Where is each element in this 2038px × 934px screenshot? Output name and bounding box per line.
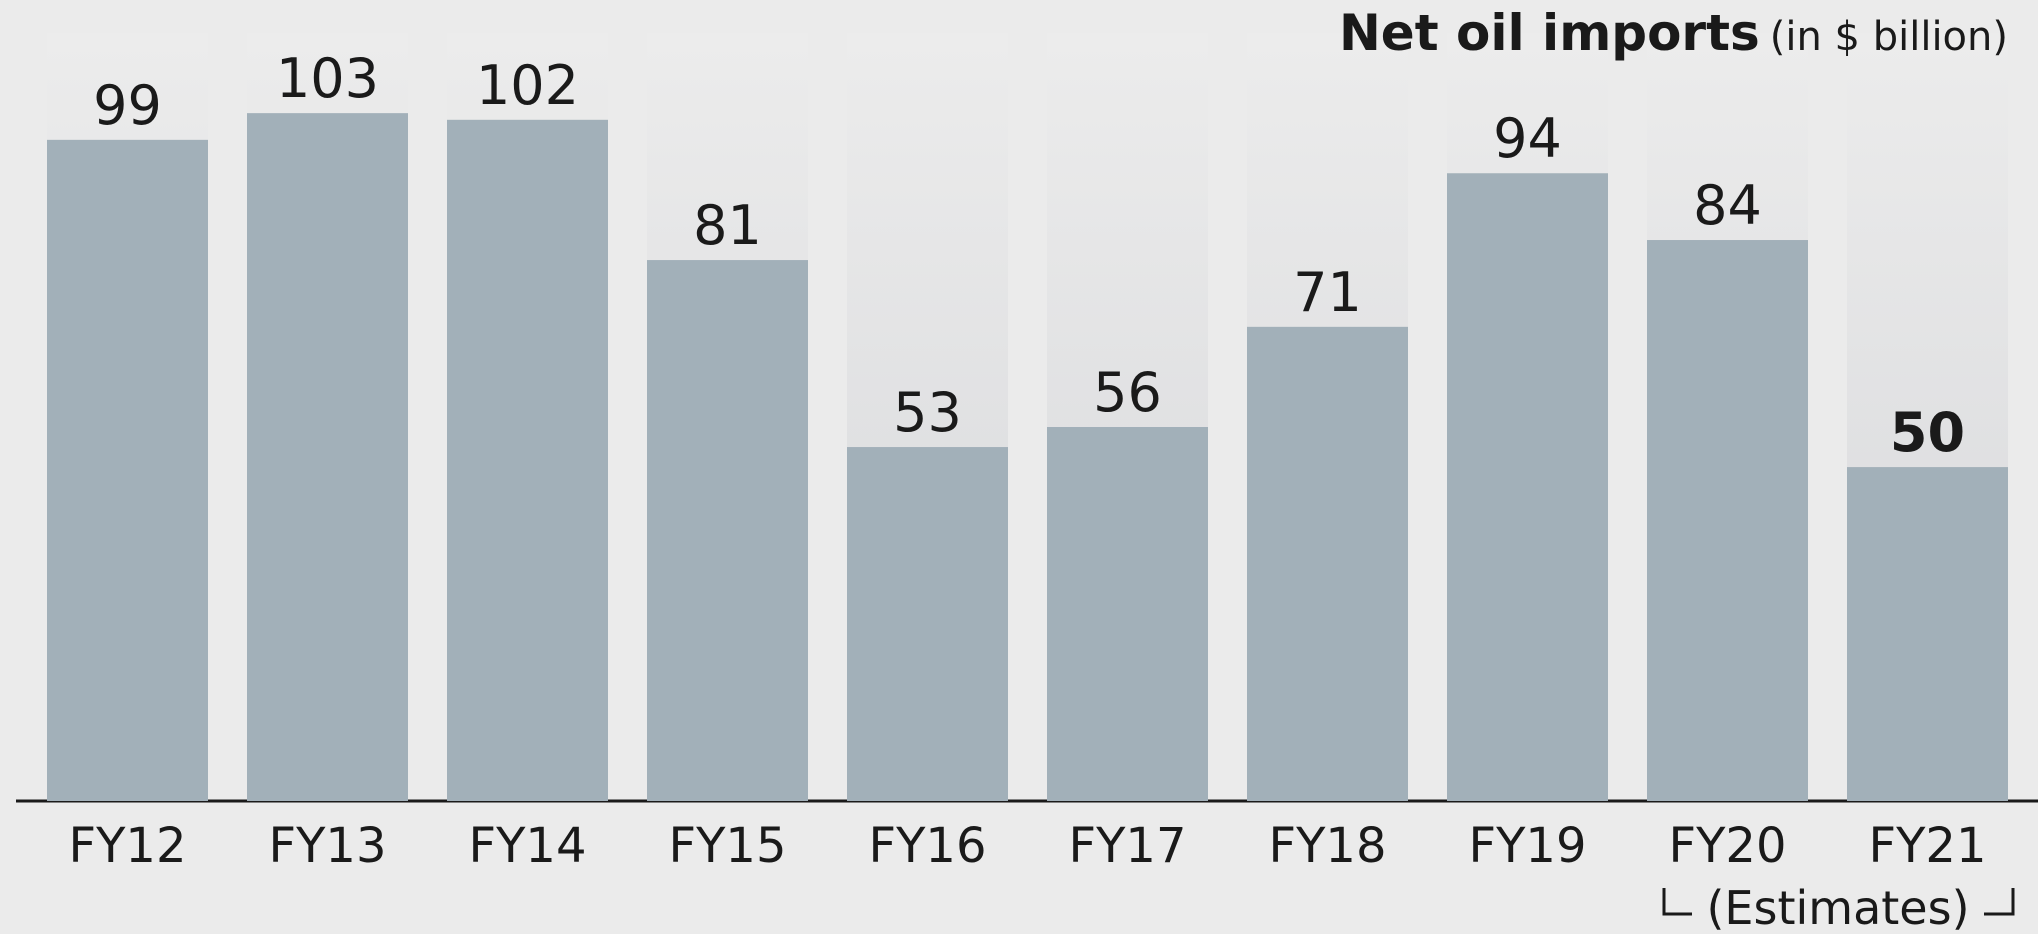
bar xyxy=(47,139,208,801)
bar xyxy=(847,447,1008,801)
x-tick-label: FY16 xyxy=(868,818,986,874)
value-label: 102 xyxy=(476,54,579,117)
value-label: 53 xyxy=(893,381,962,444)
value-label: 99 xyxy=(93,74,162,137)
chart-subtitle: (in $ billion) xyxy=(1770,14,2008,60)
value-label: 84 xyxy=(1693,174,1762,237)
chart-title: Net oil imports xyxy=(1339,4,1760,62)
bar xyxy=(1447,173,1608,802)
estimates-bracket xyxy=(1662,888,2015,916)
annotation: (Estimates) xyxy=(1706,881,1969,934)
value-label: 103 xyxy=(276,47,379,110)
bar xyxy=(1247,326,1408,801)
value-label: 81 xyxy=(693,194,762,257)
x-tick-label: FY19 xyxy=(1468,818,1586,874)
value-label: 71 xyxy=(1293,261,1362,324)
x-tick-label: FY17 xyxy=(1068,818,1186,874)
bar xyxy=(1047,427,1208,801)
value-label: 50 xyxy=(1890,401,1965,464)
bar xyxy=(1647,240,1808,801)
x-tick-label: FY14 xyxy=(468,818,586,874)
x-tick-label: FY12 xyxy=(68,818,186,874)
bar xyxy=(1847,467,2008,801)
x-tick-label: FY18 xyxy=(1268,818,1386,874)
bar xyxy=(247,113,408,801)
value-label: 94 xyxy=(1493,107,1562,170)
x-tick-label: FY15 xyxy=(668,818,786,874)
chart-heading: Net oil imports (in $ billion) xyxy=(1339,4,2008,62)
x-tick-label: FY13 xyxy=(268,818,386,874)
x-tick-label: FY20 xyxy=(1668,818,1786,874)
x-tick-label: FY21 xyxy=(1868,818,1986,874)
bar xyxy=(447,119,608,802)
value-label: 56 xyxy=(1093,361,1162,424)
bar xyxy=(647,260,808,801)
